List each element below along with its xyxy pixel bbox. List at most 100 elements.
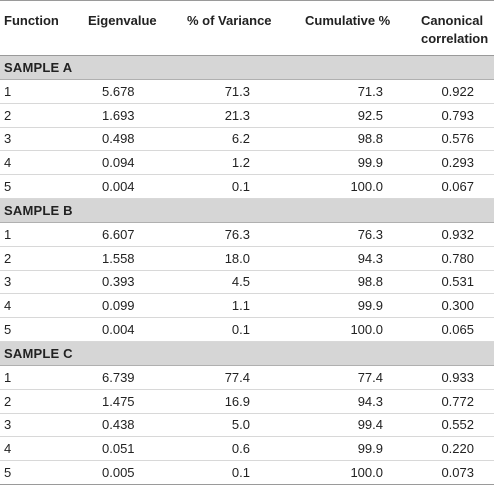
section-header-row: SAMPLE A (0, 55, 494, 80)
cell-cumulative: 100.0 (282, 317, 395, 342)
section-title: SAMPLE C (0, 341, 494, 366)
cell-eigenvalue: 0.051 (68, 436, 178, 462)
header-variance: % of Variance (178, 0, 282, 56)
cell-function: 3 (0, 413, 68, 438)
cell-function: 4 (0, 436, 68, 462)
cell-cumulative: 99.9 (282, 293, 395, 319)
cell-function: 2 (0, 246, 68, 271)
cell-eigenvalue: 0.004 (68, 317, 178, 342)
cell-variance: 16.9 (178, 389, 282, 414)
table-row: 5 0.004 0.1 100.0 0.067 (0, 174, 494, 199)
header-function: Function (0, 0, 68, 56)
cell-canonical: 0.793 (395, 103, 494, 128)
table-row: 2 1.475 16.9 94.3 0.772 (0, 389, 494, 414)
cell-canonical: 0.780 (395, 246, 494, 271)
section-title: SAMPLE A (0, 55, 494, 80)
cell-cumulative: 77.4 (282, 365, 395, 390)
section-header-row: SAMPLE C (0, 341, 494, 366)
header-eigenvalue: Eigenvalue (68, 0, 178, 56)
table-row: 4 0.051 0.6 99.9 0.220 (0, 436, 494, 462)
section-title: SAMPLE B (0, 198, 494, 223)
cell-eigenvalue: 0.498 (68, 127, 178, 152)
table-row: 3 0.498 6.2 98.8 0.576 (0, 127, 494, 152)
cell-variance: 1.1 (178, 293, 282, 319)
cell-eigenvalue: 0.438 (68, 413, 178, 438)
cell-variance: 6.2 (178, 127, 282, 152)
cell-variance: 4.5 (178, 270, 282, 295)
cell-cumulative: 99.9 (282, 436, 395, 462)
cell-function: 4 (0, 293, 68, 319)
cell-cumulative: 98.8 (282, 270, 395, 295)
cell-cumulative: 71.3 (282, 79, 395, 104)
cell-eigenvalue: 1.475 (68, 389, 178, 414)
cell-function: 5 (0, 317, 68, 342)
cell-function: 1 (0, 222, 68, 247)
cell-function: 5 (0, 174, 68, 199)
header-canonical-line2: correlation (421, 31, 489, 46)
cell-function: 3 (0, 127, 68, 152)
cell-canonical: 0.932 (395, 222, 494, 247)
table-header: Function Eigenvalue % of Variance Cumula… (0, 0, 494, 56)
cell-cumulative: 76.3 (282, 222, 395, 247)
header-cumulative: Cumulative % (282, 0, 395, 56)
cell-eigenvalue: 0.094 (68, 150, 178, 176)
cell-variance: 5.0 (178, 413, 282, 438)
cell-canonical: 0.065 (395, 317, 494, 342)
cell-function: 1 (0, 79, 68, 104)
header-canonical-correlation: Canonical correlation (395, 0, 494, 56)
table-row: 5 0.004 0.1 100.0 0.065 (0, 317, 494, 342)
table-body: SAMPLE A 1 5.678 71.3 71.3 0.922 2 1.693 21.3 92.… (0, 55, 494, 485)
table-row: 3 0.438 5.0 99.4 0.552 (0, 413, 494, 438)
cell-cumulative: 99.4 (282, 413, 395, 438)
cell-canonical: 0.073 (395, 460, 494, 485)
cell-canonical: 0.922 (395, 79, 494, 104)
cell-cumulative: 99.9 (282, 150, 395, 176)
cell-function: 5 (0, 460, 68, 485)
cell-variance: 18.0 (178, 246, 282, 271)
cell-eigenvalue: 6.607 (68, 222, 178, 247)
cell-eigenvalue: 1.693 (68, 103, 178, 128)
cell-variance: 0.1 (178, 317, 282, 342)
cell-variance: 0.1 (178, 174, 282, 199)
table-row: 1 6.739 77.4 77.4 0.933 (0, 365, 494, 390)
cell-canonical: 0.220 (395, 436, 494, 462)
cell-cumulative: 94.3 (282, 246, 395, 271)
table-row: 4 0.094 1.2 99.9 0.293 (0, 150, 494, 176)
cell-variance: 0.6 (178, 436, 282, 462)
cell-eigenvalue: 0.005 (68, 460, 178, 485)
table-row: 4 0.099 1.1 99.9 0.300 (0, 293, 494, 319)
cell-cumulative: 100.0 (282, 174, 395, 199)
cell-eigenvalue: 1.558 (68, 246, 178, 271)
cell-function: 4 (0, 150, 68, 176)
table-row: 1 5.678 71.3 71.3 0.922 (0, 79, 494, 104)
cell-variance: 0.1 (178, 460, 282, 485)
cell-canonical: 0.772 (395, 389, 494, 414)
cell-variance: 76.3 (178, 222, 282, 247)
table-row: 2 1.693 21.3 92.5 0.793 (0, 103, 494, 128)
table-row: 3 0.393 4.5 98.8 0.531 (0, 270, 494, 295)
cell-canonical: 0.067 (395, 174, 494, 199)
cell-function: 2 (0, 103, 68, 128)
cell-canonical: 0.531 (395, 270, 494, 295)
cell-eigenvalue: 0.099 (68, 293, 178, 319)
section-header-row: SAMPLE B (0, 198, 494, 223)
cell-canonical: 0.576 (395, 127, 494, 152)
cell-variance: 71.3 (178, 79, 282, 104)
cell-function: 3 (0, 270, 68, 295)
cell-canonical: 0.933 (395, 365, 494, 390)
table-row: 5 0.005 0.1 100.0 0.073 (0, 460, 494, 485)
cell-eigenvalue: 0.004 (68, 174, 178, 199)
cell-eigenvalue: 6.739 (68, 365, 178, 390)
header-row: Function Eigenvalue % of Variance Cumula… (0, 0, 494, 56)
table-row: 2 1.558 18.0 94.3 0.780 (0, 246, 494, 271)
cell-cumulative: 100.0 (282, 460, 395, 485)
cell-cumulative: 94.3 (282, 389, 395, 414)
cell-cumulative: 98.8 (282, 127, 395, 152)
cell-canonical: 0.552 (395, 413, 494, 438)
cell-eigenvalue: 0.393 (68, 270, 178, 295)
cell-variance: 77.4 (178, 365, 282, 390)
cell-function: 1 (0, 365, 68, 390)
cell-variance: 1.2 (178, 150, 282, 176)
header-canonical-line1: Canonical (421, 13, 484, 28)
